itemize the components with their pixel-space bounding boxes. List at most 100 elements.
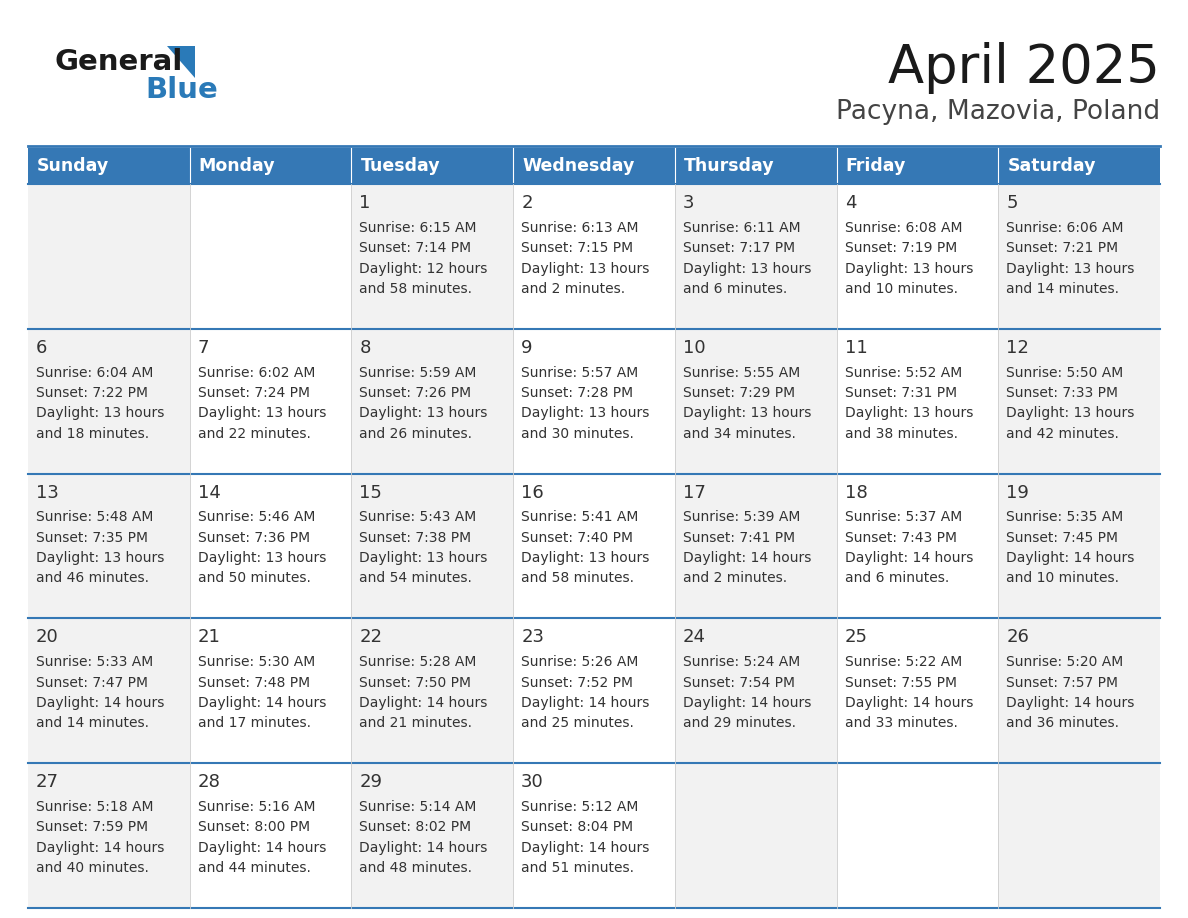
Text: Sunset: 7:38 PM: Sunset: 7:38 PM (360, 531, 472, 544)
Text: Daylight: 14 hours: Daylight: 14 hours (360, 696, 488, 710)
Text: Sunrise: 6:13 AM: Sunrise: 6:13 AM (522, 221, 639, 235)
Bar (675, 474, 836, 619)
Text: Sunset: 7:21 PM: Sunset: 7:21 PM (1006, 241, 1118, 255)
Text: 21: 21 (197, 629, 221, 646)
Text: Sunset: 7:29 PM: Sunset: 7:29 PM (683, 386, 795, 400)
Text: Daylight: 14 hours: Daylight: 14 hours (1006, 696, 1135, 710)
Text: Sunrise: 5:43 AM: Sunrise: 5:43 AM (360, 510, 476, 524)
Text: Pacyna, Mazovia, Poland: Pacyna, Mazovia, Poland (836, 99, 1159, 125)
Text: Sunset: 7:55 PM: Sunset: 7:55 PM (845, 676, 956, 689)
Bar (29, 184, 190, 329)
Text: and 2 minutes.: and 2 minutes. (683, 572, 786, 586)
Text: Daylight: 13 hours: Daylight: 13 hours (1006, 262, 1135, 275)
Text: 28: 28 (197, 773, 221, 791)
Text: Sunrise: 5:14 AM: Sunrise: 5:14 AM (360, 800, 476, 814)
Text: Sunrise: 6:08 AM: Sunrise: 6:08 AM (845, 221, 962, 235)
Text: and 6 minutes.: and 6 minutes. (845, 572, 949, 586)
Text: 3: 3 (683, 194, 694, 212)
Text: and 34 minutes.: and 34 minutes. (683, 427, 796, 441)
Text: 25: 25 (845, 629, 867, 646)
Text: Sunrise: 5:24 AM: Sunrise: 5:24 AM (683, 655, 800, 669)
Text: Sunset: 7:57 PM: Sunset: 7:57 PM (1006, 676, 1118, 689)
Text: Sunrise: 5:57 AM: Sunrise: 5:57 AM (522, 365, 638, 380)
Bar (836, 763, 998, 908)
Text: and 17 minutes.: and 17 minutes. (197, 716, 311, 731)
Bar (190, 763, 352, 908)
Text: Sunset: 7:33 PM: Sunset: 7:33 PM (1006, 386, 1118, 400)
Text: Daylight: 13 hours: Daylight: 13 hours (683, 407, 811, 420)
Text: 30: 30 (522, 773, 544, 791)
Text: Sunrise: 5:26 AM: Sunrise: 5:26 AM (522, 655, 638, 669)
Text: Monday: Monday (198, 157, 276, 175)
Bar (513, 763, 675, 908)
Text: Sunset: 7:50 PM: Sunset: 7:50 PM (360, 676, 472, 689)
Text: and 33 minutes.: and 33 minutes. (845, 716, 958, 731)
Text: and 26 minutes.: and 26 minutes. (360, 427, 473, 441)
Bar (675, 184, 836, 329)
Text: Daylight: 14 hours: Daylight: 14 hours (683, 696, 811, 710)
Text: and 36 minutes.: and 36 minutes. (1006, 716, 1119, 731)
Bar (352, 474, 513, 619)
Text: and 29 minutes.: and 29 minutes. (683, 716, 796, 731)
Text: Daylight: 13 hours: Daylight: 13 hours (36, 551, 164, 565)
Bar (675, 329, 836, 474)
Text: Sunrise: 5:46 AM: Sunrise: 5:46 AM (197, 510, 315, 524)
Text: 13: 13 (36, 484, 59, 501)
Text: Daylight: 14 hours: Daylight: 14 hours (522, 841, 650, 855)
Text: 1: 1 (360, 194, 371, 212)
Text: and 14 minutes.: and 14 minutes. (1006, 282, 1119, 296)
Text: Sunrise: 5:28 AM: Sunrise: 5:28 AM (360, 655, 476, 669)
Text: and 10 minutes.: and 10 minutes. (845, 282, 958, 296)
Text: Sunrise: 5:41 AM: Sunrise: 5:41 AM (522, 510, 638, 524)
Text: April 2025: April 2025 (889, 42, 1159, 94)
Bar (29, 329, 190, 474)
Text: Sunset: 7:36 PM: Sunset: 7:36 PM (197, 531, 310, 544)
Text: 16: 16 (522, 484, 544, 501)
Text: and 58 minutes.: and 58 minutes. (522, 572, 634, 586)
Text: 19: 19 (1006, 484, 1029, 501)
Text: 23: 23 (522, 629, 544, 646)
Text: 11: 11 (845, 339, 867, 357)
Text: Sunrise: 5:30 AM: Sunrise: 5:30 AM (197, 655, 315, 669)
Bar (29, 619, 190, 763)
Bar (513, 148, 675, 184)
Text: Sunrise: 6:02 AM: Sunrise: 6:02 AM (197, 365, 315, 380)
Text: Daylight: 12 hours: Daylight: 12 hours (360, 262, 488, 275)
Text: and 10 minutes.: and 10 minutes. (1006, 572, 1119, 586)
Text: Sunset: 7:22 PM: Sunset: 7:22 PM (36, 386, 148, 400)
Text: Sunset: 8:02 PM: Sunset: 8:02 PM (360, 821, 472, 834)
Text: Daylight: 13 hours: Daylight: 13 hours (522, 262, 650, 275)
Text: Sunrise: 5:35 AM: Sunrise: 5:35 AM (1006, 510, 1124, 524)
Bar (352, 329, 513, 474)
Text: and 30 minutes.: and 30 minutes. (522, 427, 634, 441)
Text: 2: 2 (522, 194, 532, 212)
Bar (513, 474, 675, 619)
Text: Sunrise: 5:55 AM: Sunrise: 5:55 AM (683, 365, 800, 380)
Text: Thursday: Thursday (684, 157, 775, 175)
Text: 12: 12 (1006, 339, 1029, 357)
Text: Sunrise: 5:20 AM: Sunrise: 5:20 AM (1006, 655, 1124, 669)
Bar (836, 329, 998, 474)
Text: 24: 24 (683, 629, 706, 646)
Bar (190, 619, 352, 763)
Bar (29, 474, 190, 619)
Bar (998, 148, 1159, 184)
Text: and 6 minutes.: and 6 minutes. (683, 282, 788, 296)
Text: and 54 minutes.: and 54 minutes. (360, 572, 473, 586)
Text: and 46 minutes.: and 46 minutes. (36, 572, 148, 586)
Text: 4: 4 (845, 194, 857, 212)
Text: Sunrise: 5:16 AM: Sunrise: 5:16 AM (197, 800, 315, 814)
Text: Sunset: 7:47 PM: Sunset: 7:47 PM (36, 676, 148, 689)
Text: 6: 6 (36, 339, 48, 357)
Text: and 22 minutes.: and 22 minutes. (197, 427, 310, 441)
Text: General: General (55, 48, 183, 76)
Text: Sunset: 7:24 PM: Sunset: 7:24 PM (197, 386, 310, 400)
Text: Tuesday: Tuesday (360, 157, 440, 175)
Text: and 50 minutes.: and 50 minutes. (197, 572, 310, 586)
Text: Daylight: 14 hours: Daylight: 14 hours (845, 696, 973, 710)
Text: Daylight: 13 hours: Daylight: 13 hours (845, 262, 973, 275)
Text: Saturday: Saturday (1007, 157, 1095, 175)
Text: 14: 14 (197, 484, 221, 501)
Text: Sunset: 7:19 PM: Sunset: 7:19 PM (845, 241, 956, 255)
Text: Sunset: 7:45 PM: Sunset: 7:45 PM (1006, 531, 1118, 544)
